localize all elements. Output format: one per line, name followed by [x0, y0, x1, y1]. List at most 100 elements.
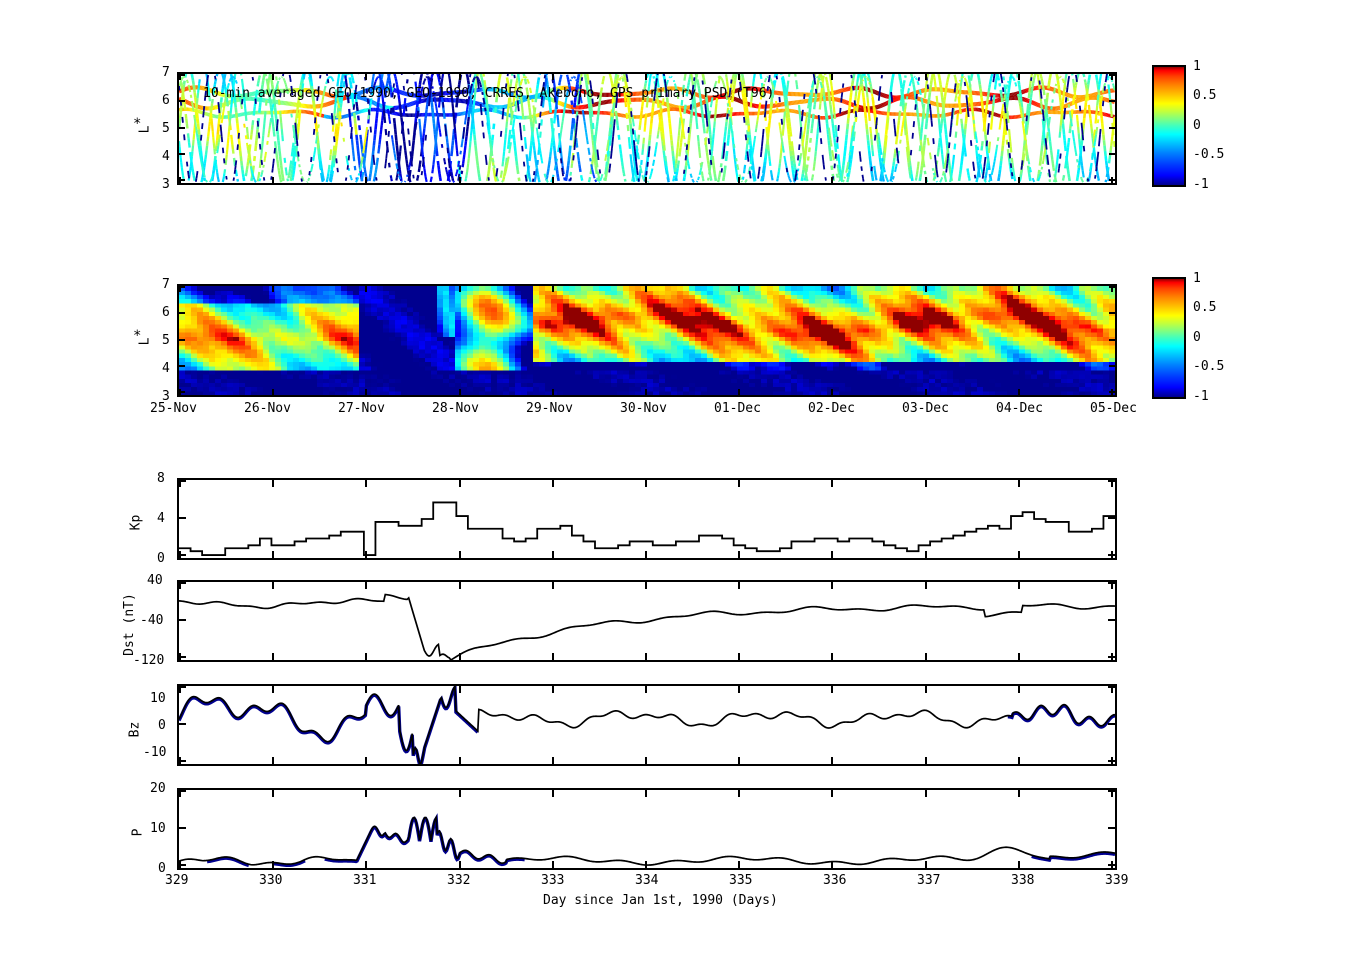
axis-tick — [179, 582, 181, 589]
axis-tick — [1109, 338, 1115, 341]
axis-tick — [365, 286, 368, 292]
axis-tick — [365, 861, 368, 868]
p-ytick-10: 10 — [150, 821, 166, 836]
axis-tick — [272, 861, 275, 868]
axis-tick — [924, 757, 927, 764]
axis-tick — [924, 480, 927, 487]
axis-tick — [924, 177, 927, 183]
p1-ylabel-star: * — [133, 116, 142, 132]
axis-tick — [1017, 480, 1020, 487]
axis-tick — [551, 790, 554, 797]
axis-tick — [1109, 152, 1115, 155]
axis-tick — [738, 480, 741, 487]
axis-tick — [179, 152, 185, 155]
axis-tick — [1111, 480, 1113, 487]
axis-tick — [831, 582, 834, 589]
axis-tick — [1017, 74, 1020, 80]
p1-ytick-5: 5 — [162, 121, 170, 136]
p2-ytick-3: 3 — [162, 389, 170, 404]
cb2-tick-05: 0.5 — [1193, 300, 1217, 315]
axis-tick — [179, 364, 185, 367]
axis-tick — [831, 861, 834, 868]
axis-tick — [179, 480, 186, 482]
axis-tick — [458, 286, 461, 292]
axis-tick — [1017, 861, 1020, 868]
axis-tick — [924, 389, 927, 395]
axis-tick — [365, 74, 368, 80]
axis-tick — [738, 74, 741, 80]
axis-tick — [179, 686, 181, 693]
axis-tick — [272, 480, 275, 487]
axis-tick — [831, 790, 834, 797]
axis-tick — [458, 790, 461, 797]
axis-tick — [272, 757, 275, 764]
axis-tick — [365, 653, 368, 660]
bz-ytick-10: 10 — [150, 691, 166, 706]
p2-ylabel-star: * — [133, 328, 142, 344]
axis-tick — [179, 74, 181, 80]
axis-tick — [645, 389, 647, 395]
axis-tick — [924, 74, 927, 80]
bz-ytick-m10: -10 — [143, 745, 167, 760]
axis-tick — [1109, 364, 1115, 367]
axis-tick — [365, 686, 368, 693]
axis-tick — [1108, 827, 1115, 829]
p1-ytick-6: 6 — [162, 93, 170, 108]
axis-tick — [1109, 100, 1115, 103]
axis-tick — [924, 861, 927, 868]
day-tick-338: 338 — [1011, 873, 1035, 888]
axis-tick — [645, 480, 647, 487]
axis-tick — [831, 177, 834, 183]
axis-tick — [179, 760, 186, 762]
axis-tick — [738, 582, 741, 589]
axis-tick — [365, 582, 368, 589]
axis-tick — [1108, 686, 1115, 688]
axis-tick — [458, 582, 461, 589]
kp-ytick-4: 4 — [157, 511, 165, 526]
cb1-tick-1: 1 — [1193, 59, 1201, 74]
dst-ylabel: Dst (nT) — [121, 593, 137, 656]
axis-tick — [272, 74, 275, 80]
axis-tick — [1017, 177, 1020, 183]
axis-tick — [272, 686, 275, 693]
p-ytick-20: 20 — [150, 781, 166, 796]
axis-tick — [551, 582, 554, 589]
psd-heatmap-canvas — [179, 286, 1115, 395]
axis-tick — [458, 653, 461, 660]
day-tick-339: 339 — [1105, 873, 1129, 888]
axis-tick — [272, 551, 275, 558]
day-tick-331: 331 — [353, 873, 377, 888]
axis-tick — [179, 480, 181, 487]
axis-tick — [831, 757, 834, 764]
p1-ytick-3: 3 — [162, 177, 170, 192]
axis-tick — [179, 286, 181, 292]
bz-ylabel: Bz — [127, 721, 143, 738]
axis-tick — [1111, 790, 1113, 797]
axis-tick — [551, 686, 554, 693]
p2-ytick-5: 5 — [162, 333, 170, 348]
axis-tick — [458, 74, 461, 80]
axis-tick — [645, 790, 647, 797]
axis-tick — [645, 177, 647, 183]
axis-tick — [458, 861, 461, 868]
axis-tick — [551, 551, 554, 558]
kp-ylabel: Kp — [128, 514, 144, 531]
bz-plot-area — [177, 684, 1117, 766]
date-tick-05-dec: 05-Dec — [1090, 401, 1137, 416]
axis-tick — [1017, 686, 1020, 693]
axis-tick — [645, 582, 647, 589]
axis-tick — [1017, 653, 1020, 660]
day-tick-334: 334 — [635, 873, 659, 888]
axis-tick — [738, 551, 741, 558]
axis-tick — [179, 179, 185, 181]
axis-tick — [458, 757, 461, 764]
colorbar-panel1 — [1152, 65, 1186, 187]
p-ylabel: P — [130, 828, 146, 837]
axis-tick — [1017, 551, 1020, 558]
cb1-tick-05: 0.5 — [1193, 88, 1217, 103]
axis-tick — [738, 861, 741, 868]
axis-tick — [831, 686, 834, 693]
axis-tick — [645, 74, 647, 80]
axis-tick — [831, 653, 834, 660]
axis-tick — [365, 177, 368, 183]
